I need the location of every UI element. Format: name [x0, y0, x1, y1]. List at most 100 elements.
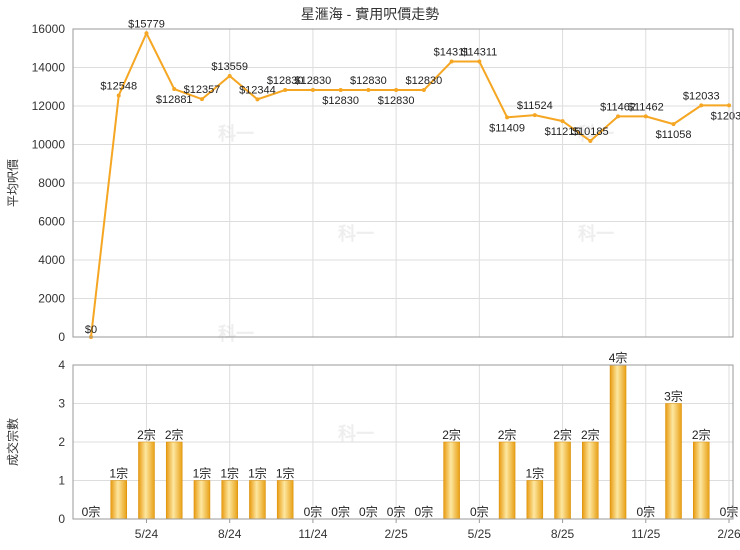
- count-data-label: 0宗: [636, 504, 655, 519]
- price-point: [588, 138, 593, 143]
- price-point: [394, 88, 399, 93]
- price-point: [699, 103, 704, 108]
- watermark-layer: 科一 科一 科一 科一 科一 科一: [218, 123, 614, 444]
- count-bar: [276, 480, 294, 520]
- watermark: 科一: [218, 123, 254, 144]
- price-y-tick-label: 6000: [38, 215, 65, 229]
- count-y-ticks: 0 1 2 3 4: [58, 358, 65, 526]
- price-point: [616, 114, 621, 119]
- count-bar: [221, 480, 238, 520]
- price-point: [116, 93, 121, 98]
- price-data-label: $10185: [572, 126, 609, 138]
- count-data-label: 1宗: [248, 466, 267, 481]
- price-point: [255, 97, 260, 102]
- count-bar: [138, 441, 155, 520]
- price-data-label: $12830: [406, 75, 443, 87]
- price-data-label: $12344: [239, 84, 276, 96]
- price-y-tick-label: 16000: [32, 22, 66, 36]
- price-point: [477, 59, 482, 64]
- price-point: [227, 73, 232, 78]
- price-point: [172, 87, 177, 92]
- count-plot-frame: [72, 364, 734, 520]
- count-y-tick-label: 1: [58, 474, 65, 488]
- x-tick-label: 2/26: [717, 527, 740, 541]
- price-point: [643, 114, 648, 119]
- price-data-label: $12830: [322, 95, 359, 107]
- count-data-label: 2宗: [553, 427, 572, 442]
- count-data-label: 2宗: [137, 427, 156, 442]
- price-y-tick-label: 10000: [32, 138, 66, 152]
- price-y-tick-label: 12000: [32, 99, 66, 113]
- price-data-label: $0: [85, 324, 97, 336]
- price-point: [199, 97, 204, 102]
- count-data-label: 2宗: [498, 427, 517, 442]
- watermark: 科一: [578, 223, 614, 244]
- price-point: [505, 115, 510, 120]
- x-tick-label: 11/24: [298, 527, 327, 541]
- x-tick-label: 2/25: [384, 527, 408, 541]
- count-data-label: 1宗: [276, 466, 295, 481]
- count-data-label: 3宗: [664, 389, 683, 404]
- x-axis-ticks: 5/24 8/24 11/24 2/25 5/25 8/25 11/25 2/26: [135, 519, 740, 541]
- watermark: 科一: [218, 323, 254, 344]
- count-bar: [693, 441, 710, 520]
- price-data-label: $12830: [378, 95, 415, 107]
- price-y-axis-title: 平均呎價: [6, 159, 20, 207]
- count-bar: [582, 441, 599, 520]
- count-data-label: 2宗: [165, 427, 184, 442]
- count-bar: [526, 480, 544, 520]
- count-y-tick-label: 2: [58, 435, 65, 449]
- price-data-label: $14311: [461, 47, 497, 59]
- count-data-label: 0宗: [470, 504, 489, 519]
- count-y-tick-label: 0: [58, 512, 65, 526]
- x-tick-label: 5/25: [468, 527, 492, 541]
- price-point: [366, 88, 371, 93]
- count-data-label: 2宗: [692, 427, 711, 442]
- count-data-label: 0宗: [82, 504, 101, 519]
- price-data-label: $12357: [184, 84, 221, 96]
- price-data-label: $11462: [600, 101, 636, 113]
- price-data-label: $12033: [683, 90, 720, 102]
- x-tick-label: 5/24: [135, 527, 159, 541]
- price-data-label: $12830: [267, 75, 304, 87]
- count-bar: [165, 441, 183, 520]
- price-data-label: $11215: [545, 126, 581, 138]
- price-data-label: $12830: [350, 75, 387, 87]
- price-y-tick-label: 4000: [38, 253, 65, 267]
- count-data-label: 0宗: [304, 504, 323, 519]
- price-y-tick-label: 0: [58, 330, 65, 344]
- count-data-label: 0宗: [387, 504, 406, 519]
- count-data-label: 0宗: [331, 504, 350, 519]
- count-data-label: 1宗: [109, 466, 128, 481]
- count-y-tick-label: 3: [58, 397, 65, 411]
- price-y-ticks: 0 2000 4000 6000 8000 10000 12000 14000 16000: [32, 22, 66, 344]
- count-data-label: 2宗: [581, 427, 600, 442]
- count-data-label: 0宗: [359, 504, 378, 519]
- x-tick-label: 11/25: [631, 527, 660, 541]
- count-bar-series: [110, 364, 710, 520]
- count-bar: [554, 441, 571, 520]
- price-y-tick-label: 14000: [32, 61, 66, 75]
- price-y-tick-label: 2000: [38, 292, 65, 306]
- chart-title: 星滙海 - 實用呎價走勢: [301, 6, 439, 22]
- price-data-label: $11058: [656, 129, 692, 141]
- price-y-tick-label: 8000: [38, 176, 65, 190]
- price-point: [283, 88, 288, 93]
- count-bar: [249, 480, 266, 520]
- count-data-label: 0宗: [720, 504, 739, 519]
- x-tick-label: 8/24: [218, 527, 242, 541]
- price-data-label: $11462: [628, 101, 664, 113]
- price-data-label: $11409: [489, 122, 525, 134]
- price-data-label: $12548: [100, 80, 137, 92]
- price-data-label: $12830: [295, 75, 332, 87]
- price-point: [449, 59, 454, 64]
- count-data-label: 1宗: [525, 466, 544, 481]
- price-point: [560, 119, 565, 124]
- price-plot-frame: [72, 28, 734, 338]
- price-point: [144, 31, 149, 36]
- price-point: [310, 88, 315, 93]
- count-bar: [443, 441, 460, 520]
- count-bar: [110, 480, 127, 520]
